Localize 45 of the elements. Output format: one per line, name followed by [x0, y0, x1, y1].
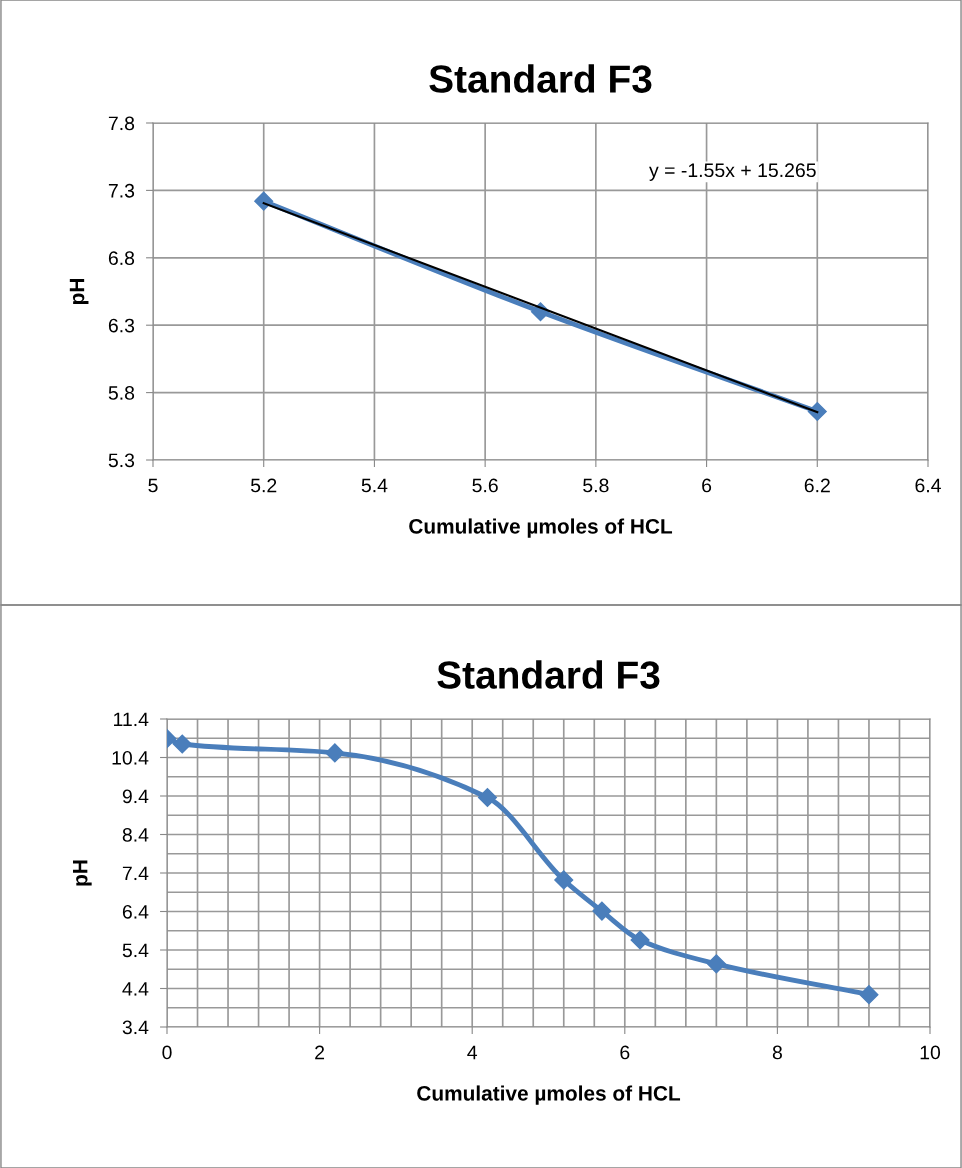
chart-title: Standard F3	[429, 64, 652, 93]
y-tick-label: 8.4	[122, 827, 149, 842]
chart-title: Standard F3	[437, 660, 660, 689]
y-tick-label: 3.4	[122, 1020, 149, 1035]
x-tick-label: 10	[920, 1045, 941, 1060]
x-tick-label: 5.4	[361, 478, 388, 493]
x-tick-label: 8	[772, 1045, 782, 1060]
y-axis-title: pH	[69, 279, 89, 305]
x-tick-label: 4	[467, 1045, 478, 1060]
y-tick-label: 6.4	[122, 904, 149, 919]
y-tick-label: 9.4	[122, 789, 149, 804]
point	[477, 788, 497, 808]
x-tick-label: 5.8	[583, 478, 609, 493]
x-tick-label: 6.4	[915, 478, 941, 493]
y-axis-title: pH	[73, 860, 92, 886]
x-axis-title: Cumulative µmoles of HCL	[417, 1085, 681, 1105]
y-tick-label: 7.3	[108, 183, 135, 198]
point	[706, 954, 726, 974]
x-tick-label: 0	[162, 1045, 172, 1060]
x-tick-label: 6	[620, 1045, 630, 1060]
x-tick-label: 6	[702, 478, 712, 493]
x-tick-label: 6.2	[804, 478, 830, 493]
point	[172, 734, 192, 754]
y-tick-label: 11.4	[114, 712, 149, 727]
y-tick-label: 5.3	[108, 453, 135, 468]
point	[325, 743, 345, 763]
y-tick-label: 7.8	[108, 116, 135, 131]
annotation: y = -1.55x + 15.265	[649, 163, 816, 181]
y-tick-label: 7.4	[122, 866, 149, 881]
point	[630, 930, 650, 950]
y-tick-label: 6.3	[108, 318, 135, 333]
y-tick-label: 6.8	[108, 251, 135, 266]
point	[554, 870, 574, 890]
x-tick-label: 5.2	[250, 478, 277, 493]
x-tick-label: 5.6	[472, 478, 498, 493]
x-axis-title: Cumulative µmoles of HCL	[409, 518, 673, 538]
point	[254, 191, 274, 211]
point	[859, 985, 879, 1005]
y-tick-label: 4.4	[122, 982, 149, 996]
point	[592, 901, 612, 921]
x-tick-label: 2	[315, 1045, 325, 1060]
y-tick-label: 10.4	[112, 750, 149, 765]
y-tick-label: 5.8	[108, 386, 135, 400]
y-tick-label: 5.4	[122, 943, 149, 958]
x-tick-label: 5	[148, 478, 158, 493]
